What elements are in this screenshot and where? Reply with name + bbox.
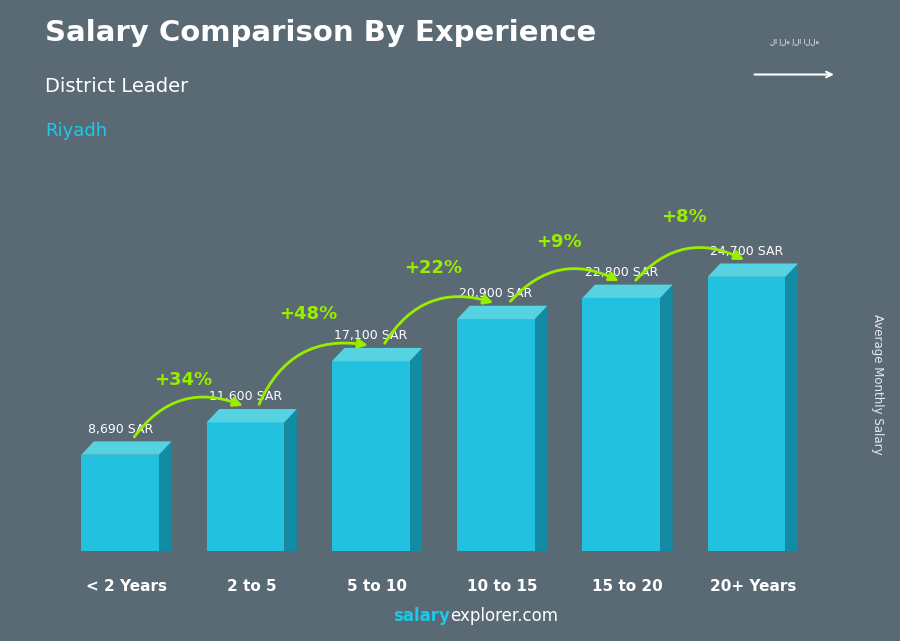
Polygon shape [457, 306, 547, 319]
Bar [457, 319, 535, 551]
Polygon shape [332, 348, 422, 362]
Text: لا إله إلا الله: لا إله إلا الله [770, 38, 819, 45]
Bar [332, 362, 410, 551]
Text: 15 to 20: 15 to 20 [592, 579, 663, 594]
Text: < 2 Years: < 2 Years [86, 579, 166, 594]
Text: salary: salary [393, 607, 450, 625]
Polygon shape [535, 306, 547, 551]
Text: +8%: +8% [662, 208, 706, 226]
Text: 10 to 15: 10 to 15 [467, 579, 537, 594]
Text: 20,900 SAR: 20,900 SAR [459, 287, 533, 300]
Text: +22%: +22% [404, 259, 463, 277]
Text: +34%: +34% [154, 371, 211, 389]
Text: District Leader: District Leader [45, 77, 188, 96]
Bar [582, 298, 660, 551]
Text: 8,690 SAR: 8,690 SAR [87, 423, 153, 436]
Bar [81, 454, 159, 551]
Text: explorer.com: explorer.com [450, 607, 558, 625]
Polygon shape [284, 409, 297, 551]
Text: 20+ Years: 20+ Years [709, 579, 796, 594]
Text: Salary Comparison By Experience: Salary Comparison By Experience [45, 19, 596, 47]
Text: 2 to 5: 2 to 5 [227, 579, 276, 594]
Text: +48%: +48% [279, 306, 338, 324]
Text: Riyadh: Riyadh [45, 122, 107, 140]
Polygon shape [81, 442, 172, 454]
Polygon shape [159, 442, 172, 551]
Bar [707, 277, 786, 551]
Text: 17,100 SAR: 17,100 SAR [334, 329, 408, 342]
Polygon shape [786, 263, 798, 551]
Text: Average Monthly Salary: Average Monthly Salary [871, 314, 884, 455]
Polygon shape [707, 263, 798, 277]
Text: 24,700 SAR: 24,700 SAR [710, 245, 783, 258]
Text: 5 to 10: 5 to 10 [347, 579, 407, 594]
Polygon shape [582, 285, 672, 298]
Text: 22,800 SAR: 22,800 SAR [585, 266, 658, 279]
Text: +9%: +9% [536, 233, 581, 251]
Bar [207, 422, 284, 551]
Text: 11,600 SAR: 11,600 SAR [209, 390, 282, 403]
Polygon shape [207, 409, 297, 422]
Polygon shape [660, 285, 672, 551]
Polygon shape [410, 348, 422, 551]
